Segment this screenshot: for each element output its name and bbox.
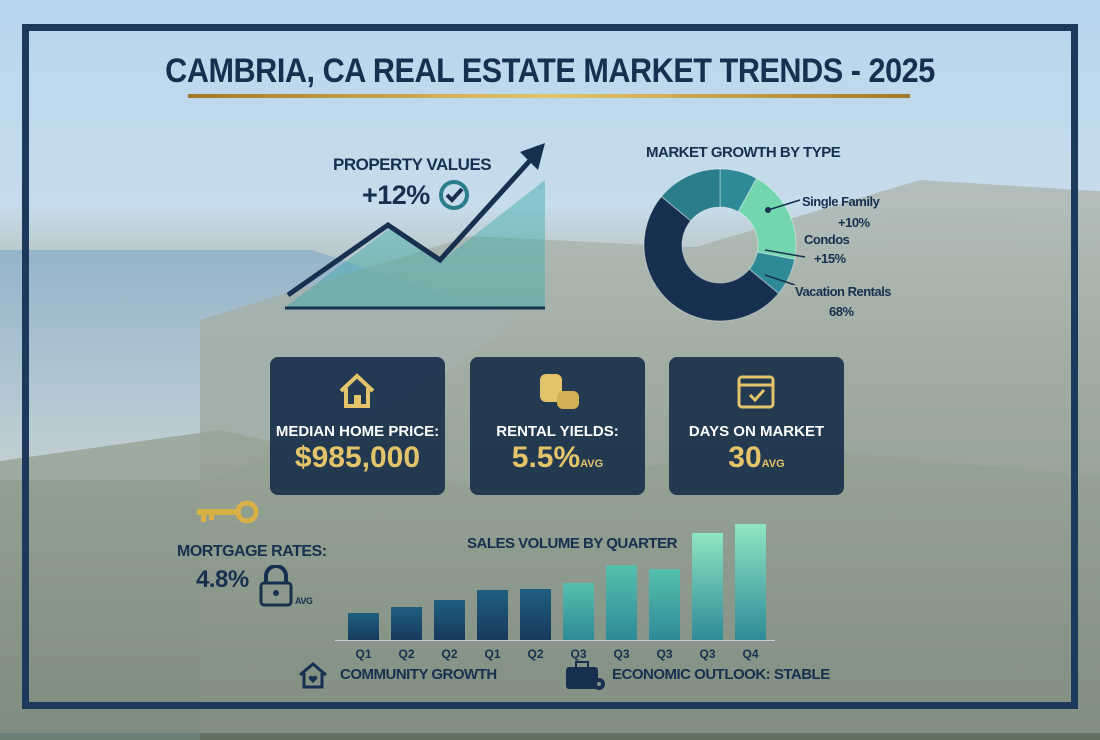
- bar-tick-label: Q3: [699, 647, 716, 661]
- card-value: 5.5%AVG: [511, 441, 604, 474]
- sales-bar: [606, 564, 637, 640]
- sales-bar: [692, 533, 723, 640]
- sales-bar: [520, 588, 551, 640]
- sales-bar: [477, 589, 508, 640]
- bar-tick-label: Q1: [484, 647, 501, 661]
- legend-condos: Condos: [804, 232, 850, 247]
- sales-bar: [434, 599, 465, 640]
- card-label: RENTAL YIELDS:: [496, 423, 619, 440]
- sales-bar: [563, 583, 594, 640]
- bar-baseline: [335, 640, 775, 641]
- sales-bar: [348, 612, 379, 640]
- briefcase-gear-icon: [566, 661, 605, 690]
- sales-bar: [735, 524, 766, 640]
- legend-single-family-value: +10%: [838, 215, 870, 230]
- lock-icon: [259, 565, 293, 607]
- bar-tick-label: Q2: [527, 647, 544, 661]
- donut-slice-condos: [748, 251, 796, 295]
- legend-vacation: Vacation Rentals: [795, 284, 892, 299]
- card-value: $985,000: [294, 441, 421, 474]
- page-title: CAMBRIA, CA REAL ESTATE MARKET TRENDS - …: [165, 52, 935, 90]
- bar-tick-label: Q2: [398, 647, 415, 661]
- card-value: 30AVG: [728, 441, 785, 474]
- bar-tick-label: Q3: [613, 647, 630, 661]
- check-circle-icon: [439, 180, 469, 210]
- card-label: DAYS ON MARKET: [688, 423, 825, 440]
- legend-single-family: Single Family: [802, 194, 880, 209]
- key-icon: [197, 500, 259, 524]
- title-underline: [188, 94, 910, 98]
- median-price-card: MEDIAN HOME PRICE: $985,000: [270, 357, 445, 495]
- economic-outlook-label: ECONOMIC OUTLOOK: STABLE: [612, 666, 830, 683]
- property-values-label: PROPERTY VALUES: [333, 155, 492, 174]
- donut-chart: [643, 168, 797, 322]
- donut-slice-other-2: [719, 168, 758, 213]
- bar-chart-title: SALES VOLUME BY QUARTER: [467, 535, 677, 552]
- house-icon: [339, 373, 375, 408]
- calendar-icon: [737, 375, 775, 409]
- bar-tick-label: Q4: [742, 647, 759, 661]
- bar-tick-label: Q3: [570, 647, 587, 661]
- community-growth-label: COMMUNITY GROWTH: [340, 666, 497, 683]
- days-on-market-card: DAYS ON MARKET 30AVG: [669, 357, 844, 495]
- sales-bar: [391, 607, 422, 640]
- donut-slice-vacation-rentals: [643, 195, 780, 322]
- sales-bar: [649, 569, 680, 640]
- mortgage-label: MORTGAGE RATES:: [177, 543, 327, 560]
- legend-vacation-value: 68%: [829, 304, 854, 319]
- coins-icon: [540, 374, 579, 409]
- frame-border: [22, 24, 1078, 709]
- bar-tick-label: Q3: [656, 647, 673, 661]
- donut-title: MARKET GROWTH BY TYPE: [646, 144, 841, 161]
- bar-tick-label: Q1: [355, 647, 372, 661]
- donut-slice-other: [660, 168, 721, 222]
- mortgage-suffix: AVG: [295, 596, 313, 606]
- property-values-value: +12%: [362, 180, 430, 210]
- community-house-icon: [299, 662, 327, 689]
- donut-slice-single-family: [737, 177, 797, 260]
- rental-yields-card: RENTAL YIELDS: 5.5%AVG: [470, 357, 645, 495]
- mortgage-value: 4.8%: [196, 566, 249, 593]
- legend-leaders: [764, 199, 806, 285]
- legend-condos-value: +15%: [814, 251, 846, 266]
- trend-arrow-graphic: [285, 143, 545, 310]
- card-label: MEDIAN HOME PRICE:: [275, 423, 440, 440]
- bar-tick-label: Q2: [441, 647, 458, 661]
